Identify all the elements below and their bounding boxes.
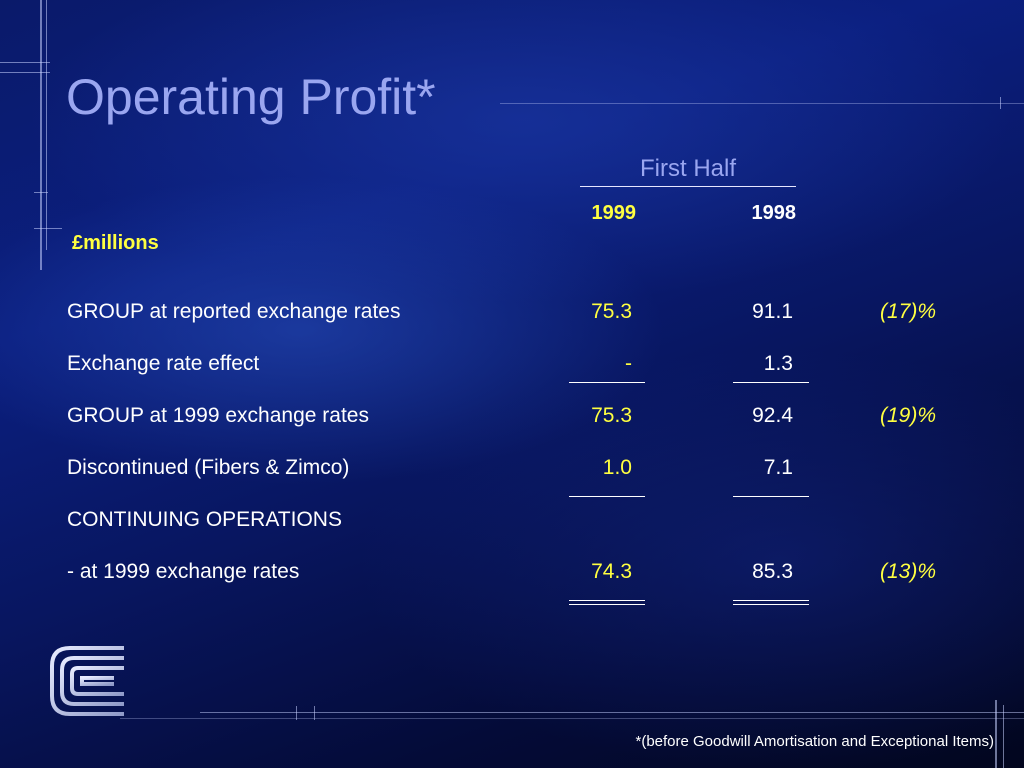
value-1998: 92.4 (752, 404, 793, 427)
row-label: GROUP at reported exchange rates (67, 300, 401, 323)
change-percent: (17)% (879, 300, 936, 323)
row-label: Discontinued (Fibers & Zimco) (67, 456, 350, 479)
value-1999: 75.3 (591, 404, 632, 427)
change-percent: (19)% (879, 404, 936, 427)
value-1998: 91.1 (752, 300, 793, 323)
subtotal-rule-1999 (569, 496, 645, 497)
frame-line-bottom-right-vertical-2 (1003, 705, 1004, 768)
total-double-rule-1999-bottom (569, 604, 645, 605)
value-1999: 75.3 (591, 300, 632, 323)
row-label: Exchange rate effect (67, 352, 260, 375)
row-label: - at 1999 exchange rates (67, 560, 300, 583)
frame-line-bottom-2 (120, 718, 1024, 719)
subtotal-rule-1999 (569, 382, 645, 383)
frame-line-left-tick (0, 62, 50, 63)
subtotal-rule-1998 (733, 382, 809, 383)
frame-line-left-tick-2 (0, 72, 50, 73)
year-1998-header: 1998 (751, 202, 797, 224)
table-row-exchange-effect: Exchange rate effect - 1.3 (0, 352, 1024, 382)
frame-line-bottom-tick-2 (314, 706, 315, 720)
frame-line-bottom (200, 712, 1024, 713)
subtotal-rule-1998 (733, 496, 809, 497)
table-row-group-reported: GROUP at reported exchange rates 75.3 91… (0, 300, 1024, 330)
value-1998: 85.3 (752, 560, 793, 583)
slide-title: Operating Profit* (66, 69, 436, 125)
units-label: £millions (72, 232, 159, 254)
total-double-rule-1998-bottom (733, 604, 809, 605)
value-1999: - (625, 352, 632, 375)
table-row-continuing-heading: CONTINUING OPERATIONS (0, 508, 1024, 538)
row-label: CONTINUING OPERATIONS (67, 508, 342, 531)
table-row-continuing-1999-rates: - at 1999 exchange rates 74.3 85.3 (13)% (0, 560, 1024, 590)
row-label: GROUP at 1999 exchange rates (67, 404, 369, 427)
table-row-group-1999-rates: GROUP at 1999 exchange rates 75.3 92.4 (… (0, 404, 1024, 434)
frame-line-top-right-tick (1000, 97, 1001, 109)
value-1998: 7.1 (763, 456, 793, 479)
frame-line-left-tick-3 (34, 192, 48, 193)
total-double-rule-1999-top (569, 600, 645, 601)
frame-line-left-tick-4 (34, 228, 62, 229)
company-c-logo-icon (48, 642, 128, 725)
period-header-rule (580, 186, 796, 187)
frame-line-bottom-right-vertical (995, 700, 997, 768)
period-header: First Half (640, 155, 736, 182)
table-row-discontinued: Discontinued (Fibers & Zimco) 1.0 7.1 (0, 456, 1024, 486)
frame-line-bottom-tick (296, 706, 297, 720)
frame-line-left-vertical (40, 0, 42, 270)
value-1998: 1.3 (763, 352, 793, 375)
footnote: *(before Goodwill Amortisation and Excep… (635, 733, 994, 750)
value-1999: 1.0 (602, 456, 632, 479)
value-1999: 74.3 (591, 560, 632, 583)
year-1999-header: 1999 (591, 202, 637, 224)
change-percent: (13)% (879, 560, 936, 583)
total-double-rule-1998-top (733, 600, 809, 601)
frame-line-left-vertical-2 (46, 0, 47, 250)
frame-line-top-right (500, 103, 1024, 104)
